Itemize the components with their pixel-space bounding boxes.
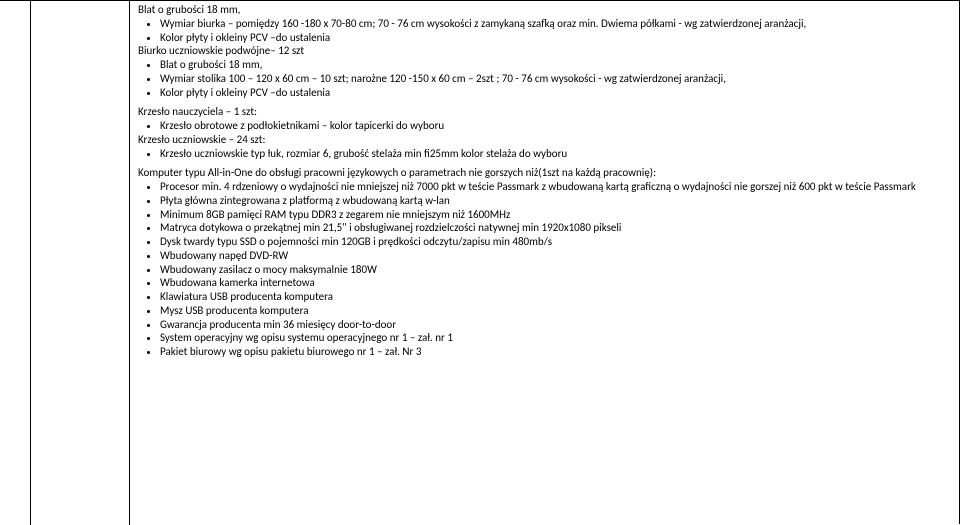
table-col-1 [0,0,31,525]
list-krzeslo-ucz: Krzesło uczniowskie typ łuk, rozmiar 6, … [138,147,951,161]
list-item: Wbudowany napęd DVD-RW [160,249,951,263]
table-content-cell: Blat o grubości 18 mm, Wymiar biurka – p… [130,0,960,524]
list-item: Krzesło uczniowskie typ łuk, rozmiar 6, … [160,147,951,161]
list-item: Mysz USB producenta komputera [160,304,951,318]
list-item: Matryca dotykowa o przekątnej min 21,5" … [160,221,951,235]
line-krzeslo-ucz: Krzesło uczniowskie – 24 szt: [138,133,951,147]
table-left-columns [0,0,130,524]
list-komputer: Procesor min. 4 rdzeniowy o wydajności n… [138,180,951,359]
list-item: Wymiar stolika 100 – 120 x 60 cm – 10 sz… [160,72,951,86]
table-col-2 [31,0,130,525]
list-biurko: Wymiar biurka – pomiędzy 160 -180 x 70-8… [138,17,951,45]
list-item: Krzesło obrotowe z podłokietnikami – kol… [160,119,951,133]
list-item: Pakiet biurowy wg opisu pakietu biuroweg… [160,345,951,359]
list-item: Płyta główna zintegrowana z platformą z … [160,194,951,208]
line-komputer: Komputer typu All-in-One do obsługi prac… [138,166,951,180]
list-item: Minimum 8GB pamięci RAM typu DDR3 z zega… [160,208,951,222]
document-page: Blat o grubości 18 mm, Wymiar biurka – p… [0,0,960,524]
list-item: Wymiar biurka – pomiędzy 160 -180 x 70-8… [160,17,951,31]
list-item: System operacyjny wg opisu systemu opera… [160,331,951,345]
list-item: Dysk twardy typu SSD o pojemności min 12… [160,235,951,249]
line-biurko-uczniowskie: Biurko uczniowskie podwójne– 12 szt [138,44,951,58]
list-item: Kolor płyty i okleiny PCV –do ustalenia [160,31,951,45]
list-item: Klawiatura USB producenta komputera [160,290,951,304]
line-blat: Blat o grubości 18 mm, [138,3,951,17]
line-krzeslo-nau: Krzesło nauczyciela – 1 szt: [138,105,951,119]
list-biurko-ucz: Blat o grubości 18 mm, Wymiar stolika 10… [138,58,951,99]
list-item: Procesor min. 4 rdzeniowy o wydajności n… [160,180,951,194]
list-item: Kolor płyty i okleiny PCV –do ustalenia [160,86,951,100]
list-item: Blat o grubości 18 mm, [160,58,951,72]
list-krzeslo-nau: Krzesło obrotowe z podłokietnikami – kol… [138,119,951,133]
list-item: Wbudowana kamerka internetowa [160,276,951,290]
list-item: Wbudowany zasilacz o mocy maksymalnie 18… [160,263,951,277]
list-item: Gwarancja producenta min 36 miesięcy doo… [160,318,951,332]
